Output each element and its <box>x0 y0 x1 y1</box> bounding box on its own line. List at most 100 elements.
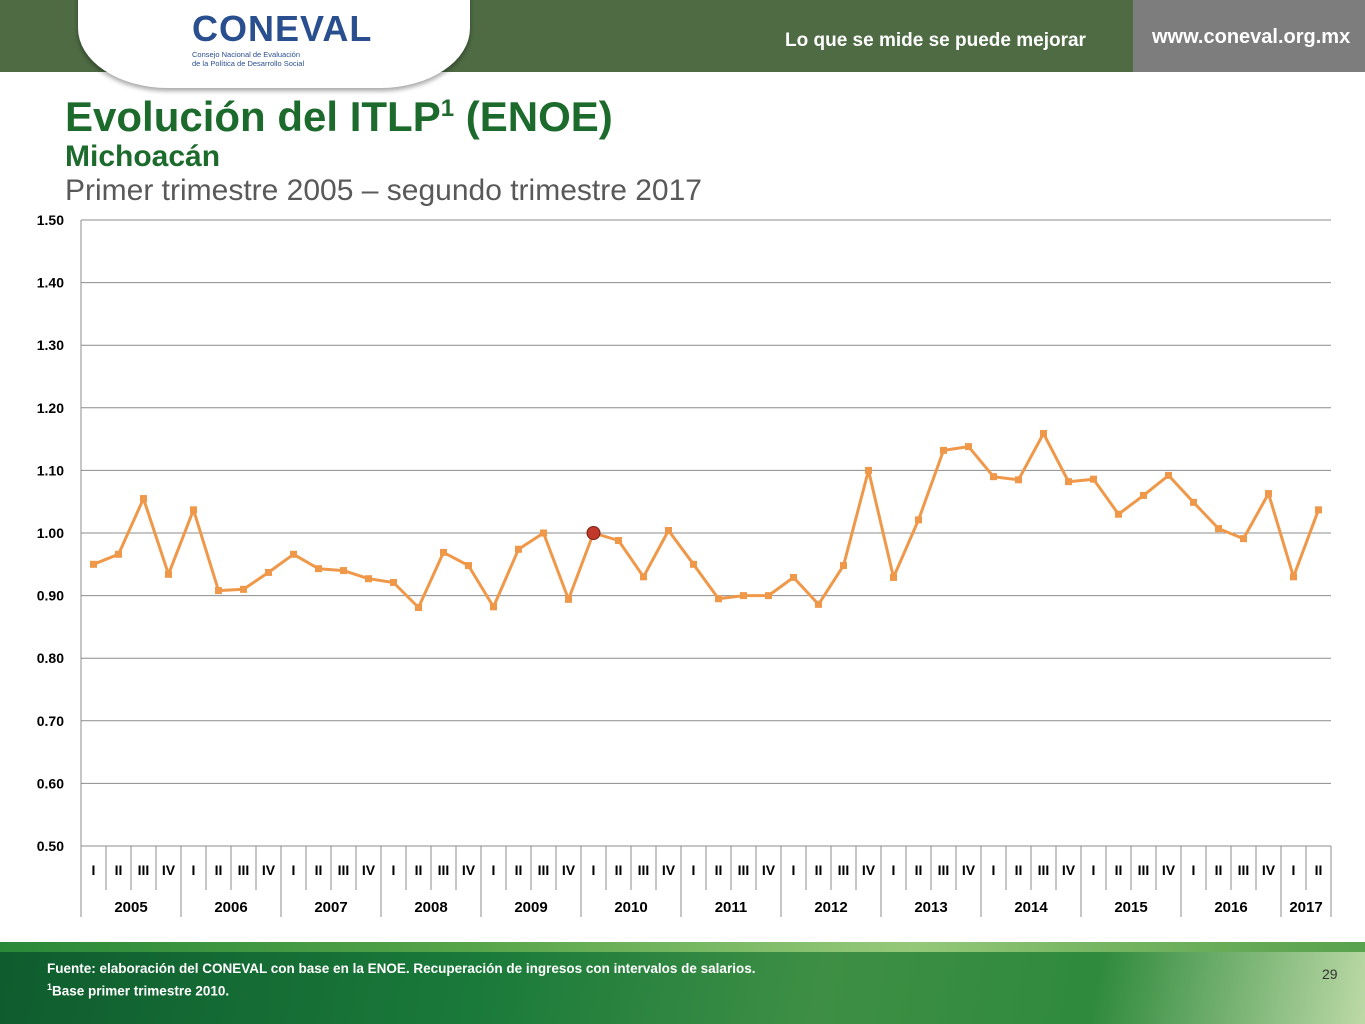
data-point <box>1065 478 1072 486</box>
title-footnote-marker: 1 <box>440 95 455 122</box>
quarter-label: I <box>392 862 396 878</box>
quarter-label: IV <box>362 862 376 878</box>
quarter-label: I <box>1292 862 1296 878</box>
year-label: 2013 <box>914 899 947 916</box>
quarter-label: II <box>615 862 623 878</box>
page-number: 29 <box>1322 966 1338 982</box>
quarter-label: IV <box>962 862 976 878</box>
quarter-label: II <box>1215 862 1223 878</box>
year-label: 2009 <box>514 899 547 916</box>
data-point <box>690 560 697 568</box>
data-point <box>1240 535 1247 543</box>
data-point <box>840 562 847 570</box>
data-point <box>940 446 947 454</box>
data-point <box>1140 491 1147 499</box>
data-point <box>1265 490 1272 498</box>
quarter-label: I <box>592 862 596 878</box>
quarter-label: I <box>292 862 296 878</box>
data-point <box>1090 475 1097 483</box>
header-bar-right <box>1133 0 1365 72</box>
data-point <box>990 473 997 481</box>
quarter-label: II <box>1315 862 1323 878</box>
data-point <box>515 545 522 553</box>
data-point <box>215 587 222 595</box>
quarter-label: III <box>438 862 450 878</box>
y-tick-label: 0.70 <box>37 713 64 729</box>
data-point <box>1215 525 1222 533</box>
data-point <box>815 600 822 608</box>
quarter-label: III <box>838 862 850 878</box>
quarter-label: II <box>315 862 323 878</box>
data-point <box>390 578 397 586</box>
year-label: 2016 <box>1214 899 1247 916</box>
quarter-label: IV <box>262 862 276 878</box>
quarter-label: I <box>892 862 896 878</box>
y-tick-label: 0.50 <box>37 838 64 854</box>
title-main: Evolución del ITLP <box>65 93 441 140</box>
logo-subtitle: Consejo Nacional de Evaluación de la Pol… <box>192 50 352 68</box>
quarter-label: IV <box>662 862 676 878</box>
year-label: 2008 <box>414 899 447 916</box>
quarter-label: I <box>192 862 196 878</box>
data-point <box>190 506 197 514</box>
year-label: 2005 <box>114 899 147 916</box>
quarter-label: II <box>415 862 423 878</box>
y-tick-label: 0.60 <box>37 775 64 791</box>
quarter-label: II <box>1115 862 1123 878</box>
quarter-label: II <box>515 862 523 878</box>
data-point <box>365 575 372 583</box>
data-point <box>140 495 147 503</box>
data-point <box>1165 471 1172 479</box>
quarter-label: IV <box>762 862 776 878</box>
data-point <box>915 516 922 524</box>
website-link[interactable]: www.coneval.org.mx <box>1152 26 1351 48</box>
data-point <box>565 595 572 603</box>
quarter-label: I <box>1092 862 1096 878</box>
data-point <box>715 595 722 603</box>
data-point <box>790 573 797 581</box>
base-note-text: Base primer trimestre 2010. <box>52 983 230 999</box>
data-point <box>765 592 772 600</box>
quarter-label: III <box>238 862 250 878</box>
quarter-label: IV <box>1262 862 1276 878</box>
year-label: 2015 <box>1114 899 1147 916</box>
slide-title: Evolución del ITLP1 (ENOE) <box>65 93 613 141</box>
data-point <box>440 548 447 556</box>
quarter-label: III <box>738 862 750 878</box>
data-point <box>315 565 322 573</box>
quarter-label: III <box>638 862 650 878</box>
footer-stripe <box>0 942 1365 952</box>
year-label: 2017 <box>1289 899 1322 916</box>
data-point <box>1315 506 1322 514</box>
footer-band <box>0 942 1365 1024</box>
quarter-label: IV <box>162 862 176 878</box>
data-point <box>965 443 972 451</box>
data-point <box>265 568 272 576</box>
slide-subtitle: Michoacán <box>65 140 221 173</box>
quarter-label: I <box>992 862 996 878</box>
quarter-label: II <box>715 862 723 878</box>
data-point <box>865 466 872 474</box>
base-point-marker <box>586 526 601 540</box>
data-point <box>540 529 547 537</box>
quarter-label: IV <box>562 862 576 878</box>
data-point <box>165 570 172 578</box>
quarter-label: IV <box>1062 862 1076 878</box>
year-label: 2012 <box>814 899 847 916</box>
quarter-label: IV <box>462 862 476 878</box>
series-line <box>92 432 1320 609</box>
base-note: 1Base primer trimestre 2010. <box>47 982 229 999</box>
base-note-marker: 1 <box>47 982 53 992</box>
y-tick-label: 0.80 <box>37 650 64 666</box>
quarter-label: II <box>815 862 823 878</box>
tagline: Lo que se mide se puede mejorar <box>785 30 1086 51</box>
data-point <box>290 550 297 558</box>
quarter-label: II <box>915 862 923 878</box>
quarter-label: I <box>492 862 496 878</box>
quarter-label: IV <box>862 862 876 878</box>
data-point <box>1015 476 1022 484</box>
quarter-label: III <box>538 862 550 878</box>
year-label: 2010 <box>614 899 647 916</box>
quarter-label: III <box>338 862 350 878</box>
title-suffix: (ENOE) <box>454 93 613 140</box>
